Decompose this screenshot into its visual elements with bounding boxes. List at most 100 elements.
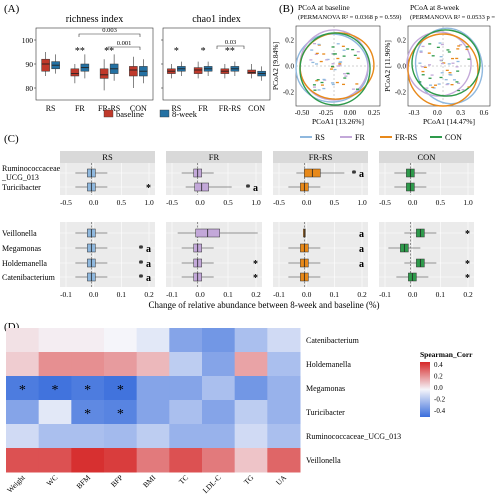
sample-point xyxy=(440,62,444,65)
legend-tick: 0.0 xyxy=(434,384,443,392)
richness-star: ** xyxy=(75,46,85,57)
right-xtick: 0.0 xyxy=(433,109,442,117)
significance-star: * xyxy=(52,383,59,398)
xtick: 0.2 xyxy=(463,290,473,299)
heatmap-cell xyxy=(267,424,301,449)
left-ytick: 0.0 xyxy=(285,63,294,71)
chao1-star: * xyxy=(201,46,206,57)
panel-c: (C) RS FR FR-RS CON -0.5 0.0 0.5 1.0 -0.5 0.0 0.5 1.… xyxy=(1,133,474,310)
legend-8week-key xyxy=(159,109,170,118)
xtick: 0.0 xyxy=(408,290,418,299)
left-title: PCoA at baseline xyxy=(298,3,350,12)
sample-point xyxy=(338,64,342,66)
richness-xtick: FR-RS xyxy=(98,104,120,113)
sample-point xyxy=(423,66,427,68)
significance-star: * xyxy=(19,383,26,398)
sample-point xyxy=(332,53,336,55)
chao1-star: ** xyxy=(225,46,235,57)
bracket-3 xyxy=(216,45,245,49)
annotation: a xyxy=(359,229,364,240)
heatmap-cell xyxy=(71,376,105,401)
row-label-catenibacterium: Catenibacterium xyxy=(2,273,56,282)
heatmap-row-label: Catenibacterium xyxy=(306,336,360,345)
xtick: 1.0 xyxy=(463,198,473,207)
richness-xtick: RS xyxy=(46,104,56,113)
xtick: -0.5 xyxy=(273,198,285,207)
box xyxy=(247,69,256,74)
xtick: 0.0 xyxy=(408,198,418,207)
heatmap-cell xyxy=(169,424,203,449)
heatmap-cell xyxy=(202,424,236,449)
heatmap-cell xyxy=(136,376,170,401)
annotation: * a xyxy=(246,183,259,194)
sample-point xyxy=(330,65,334,68)
heatmap-row-label: Holdemanella xyxy=(306,360,351,369)
heatmap-cell xyxy=(169,448,203,473)
sample-point xyxy=(427,52,431,54)
sample-point xyxy=(447,63,451,65)
sample-point xyxy=(451,62,455,64)
significance-star: * xyxy=(84,383,91,398)
strip-CON xyxy=(379,151,474,163)
legend-RS: RS xyxy=(315,133,325,142)
xtick: 0.2 xyxy=(144,290,154,299)
legend-tick: 0.2 xyxy=(434,373,443,381)
facet-bg xyxy=(379,163,474,195)
xtick: 0.5 xyxy=(117,198,127,207)
significance-star: * xyxy=(117,383,124,398)
heatmap-cell xyxy=(38,448,72,473)
heatmap-cell xyxy=(234,424,268,449)
sample-point xyxy=(445,83,449,86)
row-label-veillonella: Veillonella xyxy=(2,229,37,238)
chao1-title: chao1 index xyxy=(192,14,241,25)
chao1-star: * xyxy=(174,46,179,57)
legend-baseline: baseline xyxy=(116,109,144,119)
legend-baseline-key xyxy=(103,109,114,118)
sample-point xyxy=(342,55,346,57)
sample-point xyxy=(314,53,318,56)
right-xtick: 0.3 xyxy=(456,109,465,117)
xtick: 1.0 xyxy=(144,198,154,207)
sample-point xyxy=(419,51,423,53)
xtick: -0.1 xyxy=(166,290,178,299)
sample-point xyxy=(315,80,319,82)
heatmap-cell xyxy=(202,376,236,401)
heatmap-cell xyxy=(6,352,40,377)
legend-colorbar xyxy=(420,362,430,417)
bracket-3-label: 0.03 xyxy=(225,39,236,46)
sample-point xyxy=(456,48,460,50)
sample-point xyxy=(452,79,456,81)
significance-star: * xyxy=(84,407,91,422)
xtick: -0.5 xyxy=(60,198,72,207)
heatmap-cell xyxy=(267,328,301,353)
legend-FR-RS: FR-RS xyxy=(395,133,417,142)
sample-point xyxy=(343,77,347,79)
xtick: 0.5 xyxy=(330,198,340,207)
sample-point xyxy=(437,83,441,85)
heatmap-col-label: BMI xyxy=(141,473,158,490)
annotation: * a xyxy=(139,259,152,270)
sample-point xyxy=(439,76,443,79)
sample-point xyxy=(456,60,460,63)
heatmap-cell xyxy=(169,328,203,353)
strip-FR xyxy=(166,151,262,163)
sample-point xyxy=(465,46,469,48)
richness-xtick: FR xyxy=(75,104,85,113)
sample-point xyxy=(455,66,459,68)
xtick: 0.5 xyxy=(223,198,233,207)
xtick: 0.2 xyxy=(357,290,367,299)
bracket-1-label: 0.003 xyxy=(102,27,117,34)
heatmap-cell xyxy=(71,400,105,425)
heatmap-col-label: TC xyxy=(177,473,190,486)
left-xtick: 0.25 xyxy=(368,109,381,117)
sample-point xyxy=(331,46,335,48)
sample-point xyxy=(317,43,321,46)
richness-xtick: CON xyxy=(130,104,147,113)
legend-FR: FR xyxy=(355,133,365,142)
panel-d: (D)* * * ** *CatenibacteriumHoldemanellaMega… xyxy=(4,321,473,495)
heatmap-cell xyxy=(38,376,72,401)
xtick: -0.5 xyxy=(379,198,391,207)
sample-point xyxy=(331,83,335,86)
annotation: * xyxy=(465,259,470,270)
sample-point xyxy=(467,86,471,88)
